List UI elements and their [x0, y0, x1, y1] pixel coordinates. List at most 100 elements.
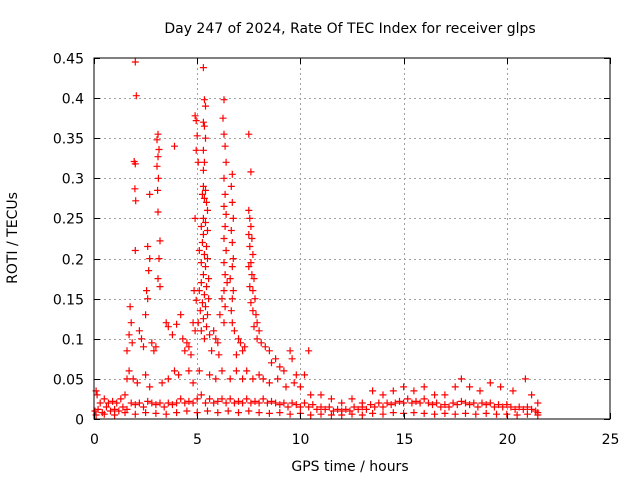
data-point [156, 237, 164, 245]
data-point [451, 383, 459, 391]
data-point [228, 239, 236, 246]
data-point [348, 410, 356, 418]
data-point [449, 399, 457, 407]
data-point [286, 410, 294, 418]
data-point [206, 371, 214, 379]
data-point [132, 92, 140, 100]
data-point [296, 383, 304, 391]
data-point [131, 410, 139, 418]
data-point [121, 391, 129, 399]
data-point [199, 271, 207, 279]
data-point [187, 351, 195, 359]
data-point [243, 367, 251, 375]
data-point [94, 405, 102, 413]
data-point [221, 271, 229, 279]
data-point [451, 410, 459, 418]
data-point [220, 130, 228, 138]
axis-ticks [94, 58, 611, 420]
data-point [222, 399, 230, 407]
data-point [195, 367, 203, 375]
data-point [199, 64, 207, 72]
data-point [248, 271, 256, 279]
data-point [391, 399, 399, 407]
data-point [420, 383, 428, 391]
data-point [189, 319, 197, 327]
data-point [200, 194, 208, 202]
data-point [132, 197, 140, 205]
data-point [265, 347, 273, 355]
data-point [250, 323, 258, 331]
data-point [470, 399, 478, 407]
data-point [218, 395, 226, 403]
data-point [199, 231, 207, 238]
data-point [534, 411, 542, 419]
data-point [433, 399, 441, 407]
data-point [199, 214, 207, 222]
data-point [396, 397, 403, 405]
data-point [191, 327, 199, 335]
data-point [239, 375, 247, 383]
data-point [164, 399, 172, 407]
data-point [128, 339, 136, 347]
x-tick-label: 10 [292, 432, 310, 448]
y-axis-label: ROTI / TECUs [5, 192, 21, 284]
data-point [305, 347, 313, 355]
data-point [200, 96, 208, 104]
data-point [221, 190, 229, 198]
data-point [226, 395, 234, 403]
data-point [247, 168, 255, 176]
data-point [250, 275, 258, 283]
data-point [420, 395, 428, 403]
data-point [251, 295, 259, 303]
data-point [369, 409, 377, 417]
data-point [107, 407, 114, 415]
data-point [189, 379, 197, 387]
data-point [202, 102, 209, 110]
data-point [228, 319, 236, 327]
data-point [466, 401, 474, 409]
data-point [126, 303, 134, 311]
data-point [284, 403, 292, 411]
data-point [230, 399, 238, 407]
data-point [171, 367, 178, 375]
data-point [515, 403, 523, 411]
data-point [497, 383, 505, 391]
data-point [153, 162, 161, 170]
data-point [327, 411, 335, 419]
data-point [534, 399, 542, 407]
data-point [191, 112, 199, 120]
data-point [235, 335, 242, 343]
data-point [249, 287, 257, 295]
data-point [127, 319, 135, 327]
data-point [358, 403, 366, 411]
data-point [146, 190, 154, 198]
data-point [140, 343, 147, 351]
data-point [138, 335, 145, 343]
data-point [220, 319, 228, 327]
data-point [200, 335, 208, 343]
x-axis-label: GPS time / hours [291, 459, 408, 475]
data-point [113, 399, 121, 407]
data-point [424, 399, 432, 407]
data-point [208, 347, 216, 355]
data-point [194, 158, 202, 166]
data-point [148, 399, 156, 407]
data-point [325, 403, 333, 411]
data-point [214, 397, 222, 405]
data-point [202, 303, 209, 311]
data-point [230, 327, 238, 335]
data-point [379, 403, 387, 411]
data-point [200, 291, 208, 299]
data-point [183, 339, 191, 347]
data-point [400, 409, 408, 417]
data-point [371, 403, 379, 411]
data-point [152, 401, 160, 409]
y-tick-label: 0.25 [53, 212, 84, 228]
data-point [280, 399, 288, 407]
tick-labels: 0 0.05 0.1 0.15 0.2 0.25 0.3 0.35 0.4 0.45 0 5 10 15 2… [53, 52, 620, 449]
data-point [154, 174, 162, 182]
data-point [229, 214, 237, 222]
data-point [429, 401, 436, 409]
